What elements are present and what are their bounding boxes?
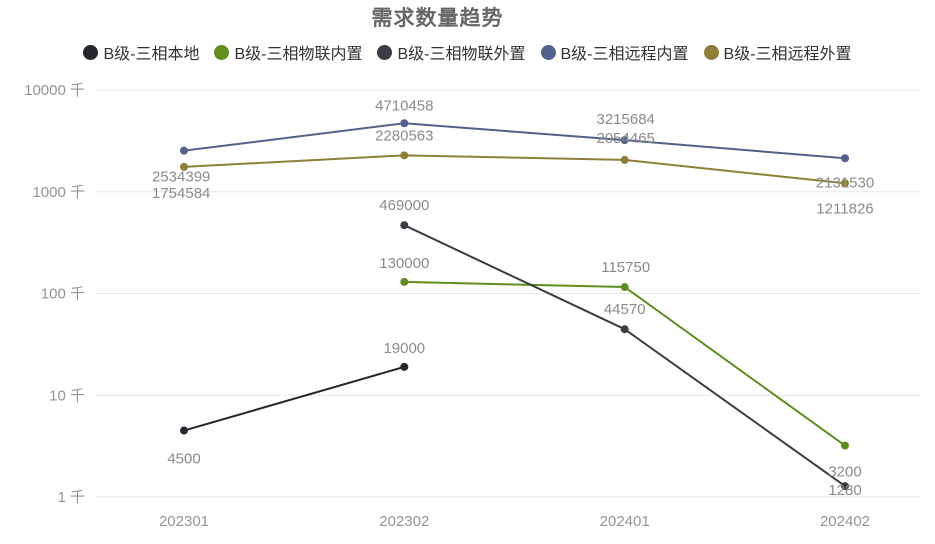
series-line-B级-三相远程内置: [183, 122, 846, 160]
data-point: [400, 151, 409, 160]
data-point: [400, 119, 409, 128]
data-point: [180, 426, 188, 435]
data-label: 130000: [379, 255, 429, 272]
data-label: 44570: [604, 301, 646, 318]
legend-item-label: B级-三相远程内置: [560, 46, 689, 63]
data-point: [841, 179, 849, 188]
series-line-B级-三相远程外置: [183, 154, 846, 185]
data-point: [180, 162, 188, 171]
legend-item-label: B级-三相物联内置: [234, 46, 363, 63]
x-axis-tick-label: 202402: [820, 513, 870, 530]
data-point: [620, 283, 629, 292]
data-label: 4500: [167, 451, 200, 468]
data-point: [620, 155, 629, 164]
data-point: [841, 154, 849, 163]
data-label: 2054465: [596, 130, 654, 147]
legend-dot-icon: [83, 44, 99, 60]
legend-dot-icon: [540, 44, 556, 60]
data-label: 1280: [828, 482, 861, 499]
data-label: 115750: [601, 259, 650, 276]
y-axis-tick-label: 1000 千: [32, 184, 85, 201]
y-axis-tick-label: 1 千: [57, 489, 85, 506]
x-axis-tick-label: 202301: [159, 513, 209, 530]
legend: B级-三相本地 B级-三相物联内置 B级-三相物联外置 B级-三相远程内置 B级-三相远…: [0, 40, 935, 64]
legend-item-B级-三相远程外置[interactable]: B级-三相远程外置: [703, 40, 852, 64]
y-axis-tick-label: 100 千: [41, 286, 85, 303]
legend-item-label: B级-三相远程外置: [723, 46, 852, 63]
legend-item-B级-三相本地[interactable]: B级-三相本地: [83, 40, 199, 64]
legend-item-B级-三相远程内置[interactable]: B级-三相远程内置: [540, 40, 689, 64]
legend-dot-icon: [377, 44, 393, 60]
data-label: 469000: [379, 197, 429, 214]
x-axis-tick-label: 202302: [379, 513, 429, 530]
data-point: [620, 136, 629, 145]
data-point: [841, 441, 849, 450]
legend-dot-icon: [214, 44, 230, 60]
legend-item-label: B级-三相本地: [103, 46, 200, 63]
x-axis-tick-label: 202401: [600, 513, 650, 530]
data-label: 1211826: [816, 200, 873, 217]
data-label: 2131530: [816, 174, 874, 191]
legend-item-B级-三相物联内置[interactable]: B级-三相物联内置: [214, 40, 362, 64]
data-point: [180, 146, 188, 155]
data-point: [400, 221, 409, 230]
legend-item-B级-三相物联外置[interactable]: B级-三相物联外置: [377, 40, 526, 64]
data-point: [400, 362, 409, 371]
data-point: [400, 277, 409, 286]
data-label: 3215684: [596, 111, 654, 128]
data-label: 3200: [828, 464, 861, 481]
legend-dot-icon: [703, 44, 719, 60]
legend-item-label: B级-三相物联外置: [397, 46, 526, 63]
data-point: [620, 325, 629, 334]
data-label: 19000: [383, 340, 425, 357]
data-label: 2534399: [152, 169, 210, 186]
data-label: 4710458: [375, 97, 433, 114]
data-label: 1754584: [152, 185, 210, 202]
chart-title: 需求数量趋势: [371, 7, 504, 30]
y-axis-tick-label: 10000 千: [24, 82, 85, 99]
data-point: [841, 482, 849, 491]
series-line-B级-三相本地: [183, 365, 406, 432]
y-axis-tick-label: 10 千: [49, 387, 85, 404]
data-label: 2280563: [375, 127, 433, 144]
